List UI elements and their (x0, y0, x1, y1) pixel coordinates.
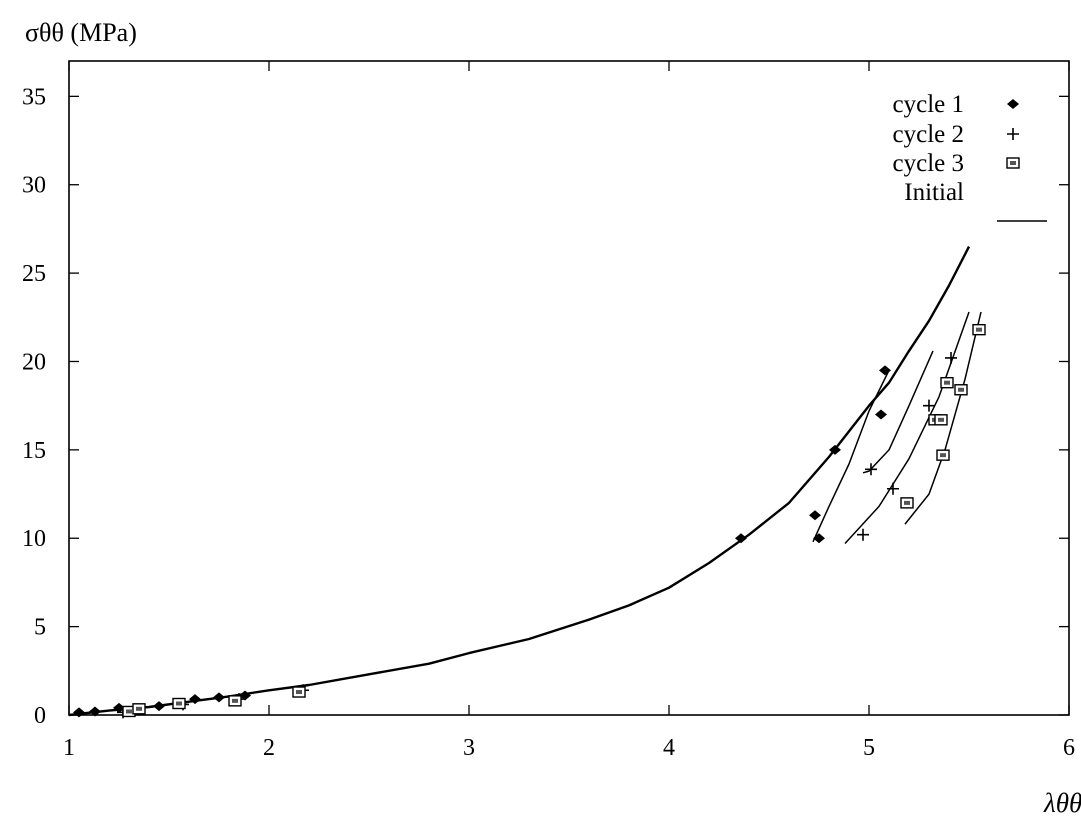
y-axis-label: σθθ (MPa) (25, 18, 137, 47)
data-point-series-2 (857, 528, 869, 541)
data-point-series-1 (829, 444, 841, 455)
x-tick-label: 6 (1063, 735, 1075, 761)
data-point-series-1 (239, 690, 251, 701)
y-tick-label: 35 (22, 84, 46, 110)
legend-symbol-1 (1007, 99, 1019, 109)
markers (73, 323, 986, 719)
data-point-series-1 (809, 510, 821, 521)
initial-curve (68, 246, 971, 717)
legend-symbol-3 (1006, 157, 1020, 169)
data-point-series-3 (972, 323, 986, 336)
legend-label-initial: Initial (904, 179, 964, 206)
data-point-series-3 (954, 384, 968, 396)
data-point-series-3 (132, 703, 146, 715)
y-tick-label: 15 (22, 438, 46, 464)
data-point-series-3 (900, 497, 914, 509)
unload-curve (844, 311, 970, 545)
data-point-series-2 (887, 482, 899, 495)
y-tick-label: 30 (22, 173, 46, 199)
x-tick-label: 1 (63, 735, 75, 761)
x-tick-label: 3 (463, 735, 475, 761)
y-tick-label: 25 (22, 261, 46, 287)
x-tick-label: 5 (863, 735, 875, 761)
legend-symbol-2 (1007, 128, 1019, 140)
legend: cycle 1 cycle 2 cycle 3 Initial (893, 91, 1047, 222)
data-point-series-3 (228, 695, 242, 707)
axis-ticks: 1 2 3 4 5 6 0 5 10 15 20 25 30 35 (22, 61, 1075, 761)
legend-label-cycle-2: cycle 2 (893, 121, 964, 148)
data-point-series-1 (879, 365, 891, 376)
data-point-series-3 (940, 376, 954, 389)
data-point-series-2 (945, 351, 957, 364)
data-point-series-1 (735, 533, 747, 544)
unload-curve (812, 369, 890, 543)
data-point-series-2 (865, 463, 877, 476)
data-point-series-1 (813, 533, 825, 544)
plot-frame (68, 60, 1070, 716)
data-point-series-3 (172, 697, 186, 710)
data-point-series-1 (189, 694, 201, 705)
x-tick-label: 2 (263, 735, 275, 761)
x-axis-label: λθθ (1043, 788, 1081, 818)
data-point-series-1 (89, 706, 101, 717)
data-point-series-1 (113, 702, 125, 713)
unload-curve (862, 350, 934, 474)
y-tick-label: 5 (34, 615, 46, 641)
data-point-series-1 (73, 707, 85, 718)
y-tick-label: 20 (22, 349, 46, 375)
y-tick-label: 0 (34, 703, 46, 729)
data-point-series-3 (936, 449, 950, 461)
data-point-series-1 (875, 409, 887, 420)
legend-label-cycle-1: cycle 1 (893, 91, 964, 118)
data-point-series-1 (213, 692, 225, 703)
data-point-series-1 (153, 701, 165, 712)
x-tick-label: 4 (663, 735, 675, 761)
data-point-series-3 (292, 686, 306, 698)
data-point-series-2 (923, 399, 935, 412)
y-tick-label: 10 (22, 526, 46, 552)
legend-label-cycle-3: cycle 3 (893, 150, 964, 177)
curves (68, 246, 982, 717)
data-point-series-3 (934, 414, 948, 426)
